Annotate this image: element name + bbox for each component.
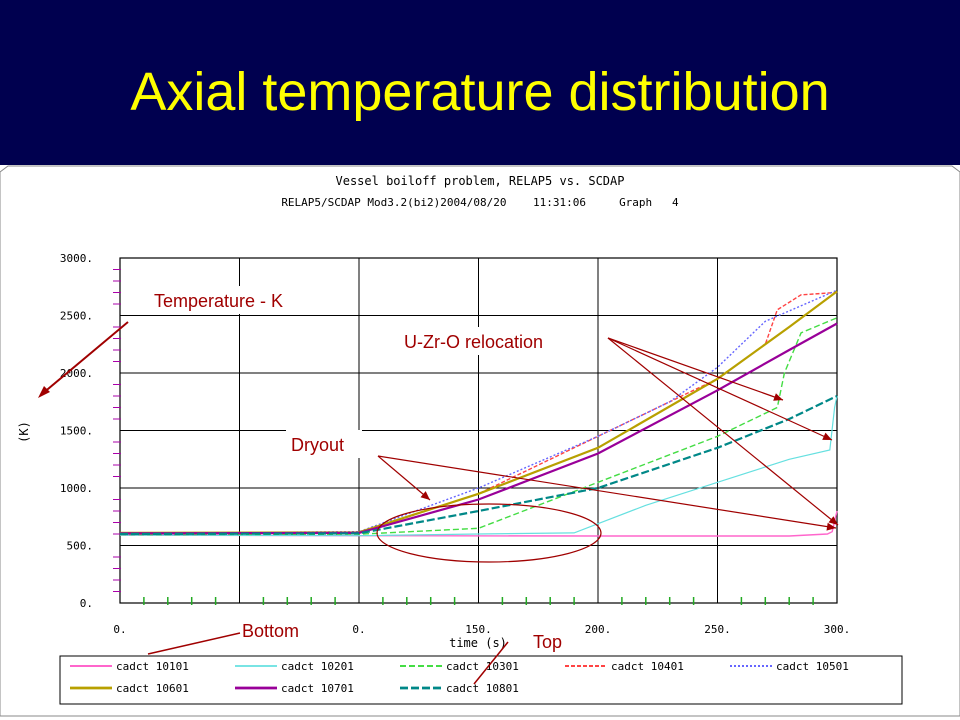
- x-tick-label: 0.: [352, 623, 365, 636]
- legend: [59, 655, 903, 705]
- y-axis-label: (K): [17, 421, 31, 443]
- chart-subtitle: RELAP5/SCDAP Mod3.2(bi2)2004/08/20 11:31…: [281, 196, 679, 209]
- series-group: [119, 289, 838, 537]
- chart-title: Vessel boiloff problem, RELAP5 vs. SCDAP: [336, 174, 625, 188]
- x-tick-label: 200.: [585, 623, 612, 636]
- annotation-arrow: [607, 337, 784, 401]
- bottom-arrow: [147, 632, 241, 655]
- minor-ticks: [113, 269, 814, 605]
- legend-label: cadct 10801: [446, 682, 519, 695]
- x-tick-labels: 0. 0. 150. 200. 250. 300.: [113, 623, 850, 636]
- annotation-arrowhead: [822, 432, 832, 440]
- top-label-bg: [528, 628, 572, 654]
- temperature-arrow: [41, 321, 129, 395]
- grid: [120, 258, 837, 603]
- title-banner: [0, 0, 960, 165]
- legend-label: cadct 10101: [116, 660, 189, 673]
- y-tick-label: 0.: [80, 597, 93, 610]
- y-tick-labels: 0. 500. 1000. 1500. 2000. 2500. 3000.: [60, 252, 93, 610]
- legend-label: cadct 10701: [281, 682, 354, 695]
- legend-label: cadct 10201: [281, 660, 354, 673]
- slide-title: Axial temperature distribution: [130, 62, 830, 122]
- annotation-arrowhead: [773, 393, 783, 401]
- x-axis-label: time (s): [449, 636, 507, 650]
- relocation-label-bg: [398, 327, 590, 355]
- annotation-top: Top: [533, 632, 562, 652]
- annotation-arrow: [607, 337, 833, 441]
- y-tick-label: 1500.: [60, 425, 93, 438]
- temperature-arrowhead: [38, 386, 50, 398]
- y-tick-label: 3000.: [60, 252, 93, 265]
- temperature-label-bg: [140, 286, 343, 314]
- bottom-label-bg: [236, 616, 322, 644]
- series-line-3: [119, 317, 838, 536]
- top-arrow: [473, 641, 509, 685]
- annotation-bottom: Bottom: [242, 621, 299, 641]
- dryout-label-bg: [286, 430, 362, 458]
- legend-label: cadct 10601: [116, 682, 189, 695]
- legend-items: cadct 10101 cadct 10201 cadct 10301 cadct 1…: [70, 660, 849, 695]
- annotation-temperature: Temperature - K: [154, 291, 283, 311]
- y-tick-label: 1000.: [60, 482, 93, 495]
- annotation-arrow: [607, 337, 839, 526]
- x-tick-label: 300.: [824, 623, 851, 636]
- annotation-dryout: Dryout: [291, 435, 344, 455]
- x-tick-label: 0.: [113, 623, 126, 636]
- annotation-arrow: [377, 455, 431, 501]
- x-tick-label: 150.: [465, 623, 492, 636]
- annotation-arrowhead: [826, 522, 836, 531]
- annotation-arrows: [377, 337, 839, 531]
- y-tick-label: 2500.: [60, 310, 93, 323]
- dryout-ellipse: [376, 503, 602, 563]
- annotation-arrow: [377, 455, 837, 529]
- y-tick-label: 2000.: [60, 367, 93, 380]
- series-line-2: [119, 395, 838, 537]
- annotation-arrowhead: [420, 491, 430, 500]
- annotation-relocation: U-Zr-O relocation: [404, 332, 543, 352]
- series-line-8: [119, 395, 838, 536]
- annotation-arrowhead: [828, 516, 838, 525]
- annotations: Temperature - K U-Zr-O relocation Dryout…: [38, 286, 839, 685]
- series-line-4: [119, 291, 838, 535]
- legend-label: cadct 10501: [776, 660, 849, 673]
- x-tick-label: 250.: [704, 623, 731, 636]
- legend-label: cadct 10401: [611, 660, 684, 673]
- series-line-7: [119, 322, 838, 535]
- legend-label: cadct 10301: [446, 660, 519, 673]
- series-line-5: [119, 289, 838, 535]
- y-tick-label: 500.: [67, 540, 94, 553]
